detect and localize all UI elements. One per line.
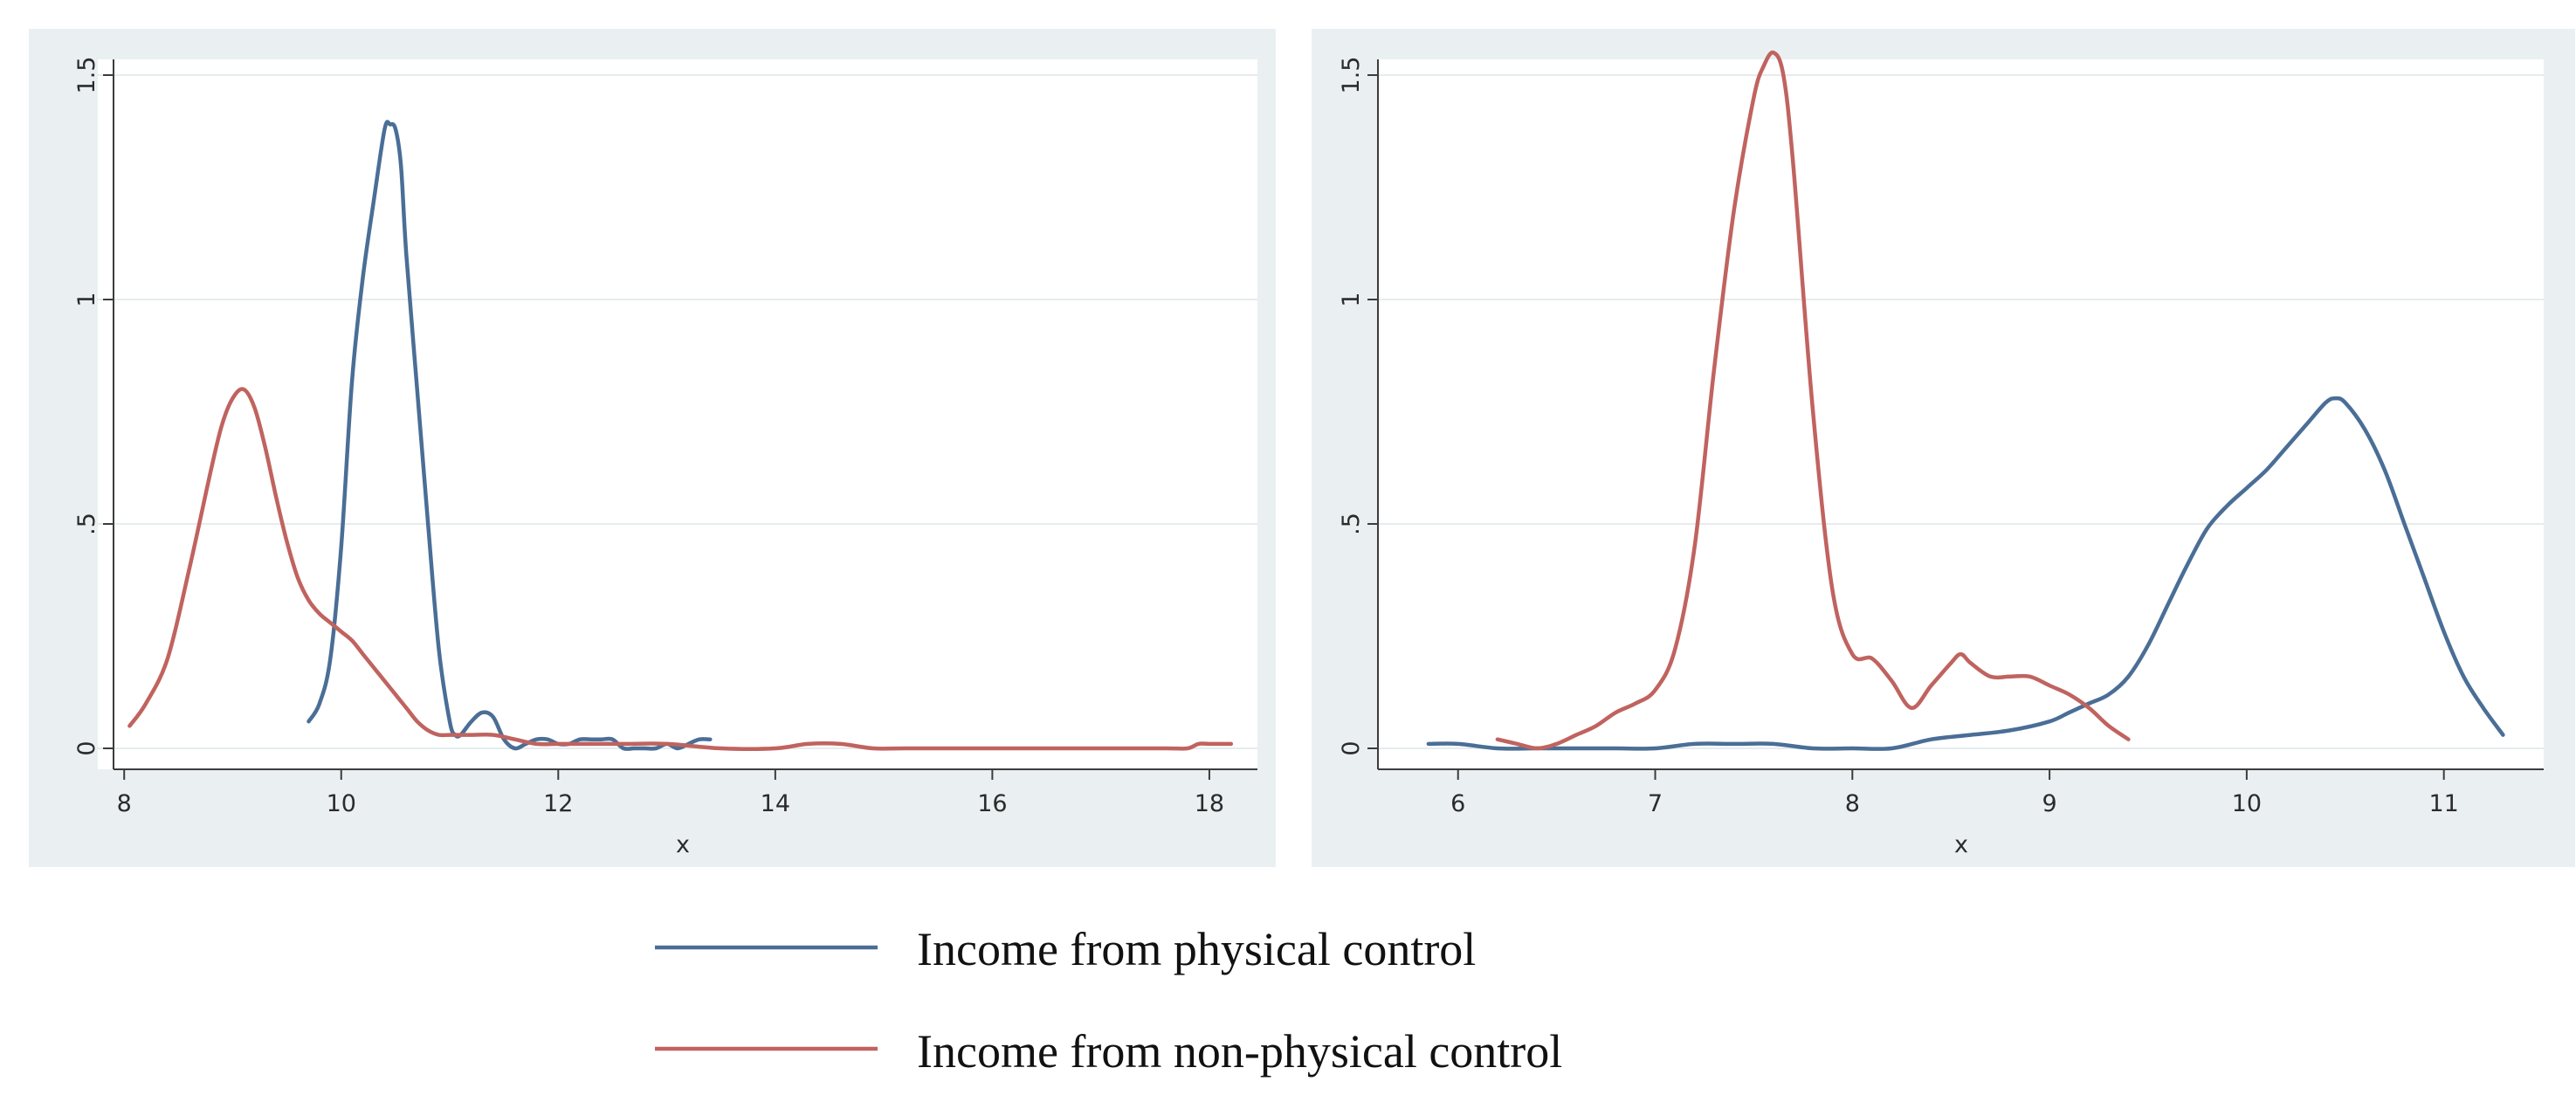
left-y-tick-label-0: 0	[73, 740, 100, 755]
left-y-tick-label-1: .5	[73, 513, 100, 535]
left-x-tick-label-1: 10	[327, 790, 356, 817]
legend-item-non-physical-control: Income from non-physical control	[655, 1025, 1562, 1078]
right-chart-panel: 0 .5 1 1.5 6 7 8 9 10 11 x	[1312, 29, 2575, 867]
left-x-tick-label-5: 18	[1195, 790, 1224, 817]
right-series-lines	[1426, 50, 2505, 751]
left-x-tick-label-2: 12	[543, 790, 573, 817]
right-x-tick-label-0: 6	[1450, 790, 1465, 817]
legend-label-non-physical-control: Income from non-physical control	[917, 1025, 1562, 1078]
right-axes: 0 .5 1 1.5 6 7 8 9 10 11	[1338, 57, 2544, 817]
right-y-tick-label-2: 1	[1338, 292, 1365, 307]
legend: Income from physical control Income from…	[655, 923, 1562, 1078]
left-series-lines	[127, 120, 1234, 751]
legend-item-physical-control: Income from physical control	[655, 923, 1476, 975]
left-series-line-non-physical-control	[127, 387, 1234, 751]
right-x-tick-label-5: 11	[2429, 790, 2459, 817]
right-x-tick-label-3: 9	[2042, 790, 2057, 817]
right-y-tick-label-1: .5	[1338, 513, 1365, 535]
right-plot-area	[1378, 59, 2544, 769]
left-x-tick-label-3: 14	[761, 790, 790, 817]
left-axes: 0 .5 1 1.5 8 10 12 14 16 18	[73, 57, 1257, 817]
left-y-tick-label-2: 1	[73, 292, 100, 307]
right-series-line-physical-control	[1426, 396, 2505, 751]
left-x-tick-label-0: 8	[117, 790, 132, 817]
left-x-axis-label: x	[676, 831, 690, 858]
left-chart-panel: 0 .5 1 1.5 8 10 12 14 16 18 x	[29, 29, 1276, 867]
right-x-tick-label-1: 7	[1648, 790, 1663, 817]
right-x-axis-label: x	[1954, 831, 1968, 858]
right-y-tick-label-3: 1.5	[1338, 57, 1365, 94]
right-series-line-non-physical-control	[1495, 50, 2131, 751]
right-gridlines	[1378, 74, 2544, 749]
left-plot-area	[98, 59, 1257, 769]
right-y-tick-label-0: 0	[1338, 740, 1365, 755]
legend-label-physical-control: Income from physical control	[917, 923, 1476, 975]
left-x-tick-label-4: 16	[977, 790, 1007, 817]
left-series-line-physical-control	[307, 120, 713, 751]
left-y-tick-label-3: 1.5	[73, 57, 100, 94]
right-x-tick-label-2: 8	[1845, 790, 1860, 817]
right-x-tick-label-4: 10	[2232, 790, 2262, 817]
